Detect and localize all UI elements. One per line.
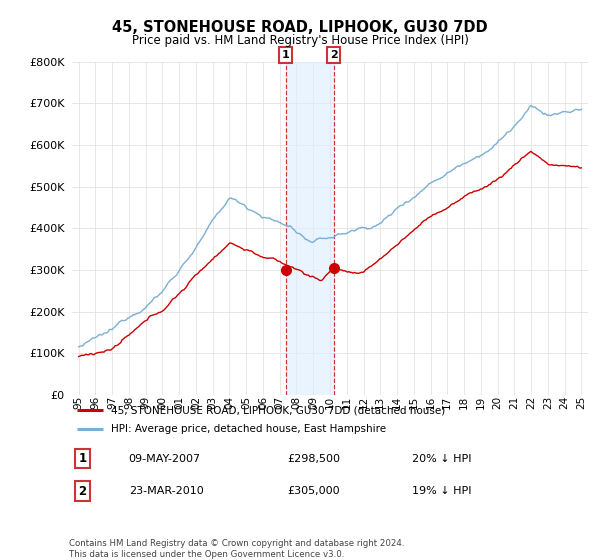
Text: Contains HM Land Registry data © Crown copyright and database right 2024.
This d: Contains HM Land Registry data © Crown c… bbox=[69, 539, 404, 559]
Text: HPI: Average price, detached house, East Hampshire: HPI: Average price, detached house, East… bbox=[110, 424, 386, 435]
Text: 45, STONEHOUSE ROAD, LIPHOOK, GU30 7DD (detached house): 45, STONEHOUSE ROAD, LIPHOOK, GU30 7DD (… bbox=[110, 405, 445, 415]
Text: 1: 1 bbox=[282, 50, 290, 60]
Text: Price paid vs. HM Land Registry's House Price Index (HPI): Price paid vs. HM Land Registry's House … bbox=[131, 34, 469, 46]
Text: 2: 2 bbox=[330, 50, 338, 60]
Text: 2: 2 bbox=[79, 484, 86, 498]
Text: 20% ↓ HPI: 20% ↓ HPI bbox=[412, 454, 471, 464]
Bar bbox=[286, 62, 334, 395]
Text: 09-MAY-2007: 09-MAY-2007 bbox=[128, 454, 201, 464]
Text: 1: 1 bbox=[79, 452, 86, 465]
Text: £298,500: £298,500 bbox=[287, 454, 340, 464]
Text: 23-MAR-2010: 23-MAR-2010 bbox=[128, 486, 203, 496]
Text: £305,000: £305,000 bbox=[287, 486, 340, 496]
Text: 45, STONEHOUSE ROAD, LIPHOOK, GU30 7DD: 45, STONEHOUSE ROAD, LIPHOOK, GU30 7DD bbox=[112, 20, 488, 35]
Text: 19% ↓ HPI: 19% ↓ HPI bbox=[412, 486, 471, 496]
